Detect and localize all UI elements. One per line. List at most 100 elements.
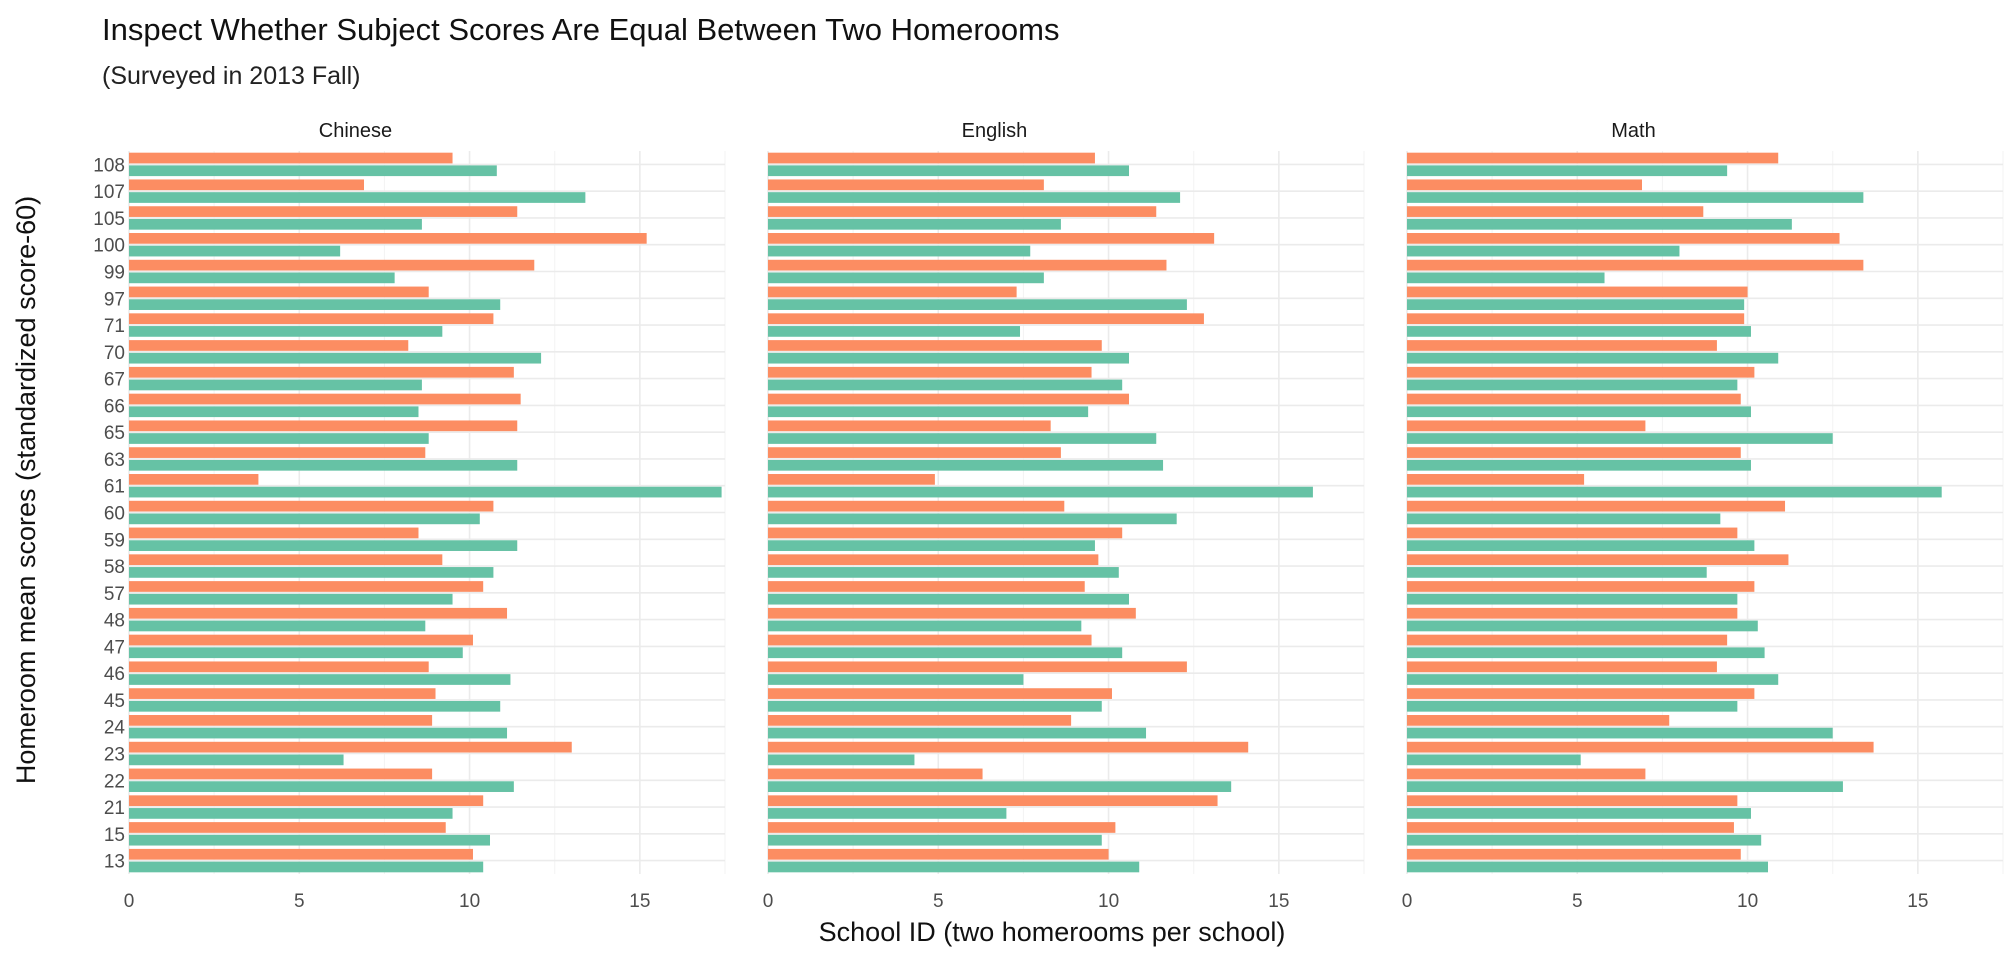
bar [768, 674, 1024, 685]
bar [1407, 727, 1833, 739]
bar [129, 313, 494, 325]
bar [768, 781, 1232, 792]
bar [768, 299, 1187, 310]
bar [768, 165, 1130, 177]
bar [129, 206, 518, 217]
bar [1407, 340, 1717, 351]
bar [129, 245, 341, 257]
bar [129, 459, 518, 471]
y-tick-label: 60 [104, 504, 125, 525]
y-tick-label: 47 [104, 637, 125, 658]
y-tick-label: 97 [104, 289, 125, 310]
bar [129, 272, 395, 284]
bar [129, 674, 511, 685]
bar [1407, 233, 1840, 244]
bar [1407, 406, 1751, 418]
bar [1407, 741, 1874, 753]
bar [129, 352, 542, 364]
bar [1407, 313, 1745, 325]
y-tick-label: 57 [104, 584, 125, 605]
bar [768, 206, 1157, 217]
bar [768, 272, 1044, 284]
bar [129, 393, 521, 405]
bar [129, 661, 429, 673]
bar [1407, 567, 1707, 578]
y-tick-label: 58 [104, 557, 125, 578]
x-tick-label: 0 [763, 891, 774, 912]
x-tick-label: 10 [1098, 891, 1119, 912]
bar [1407, 218, 1792, 230]
bar [1407, 620, 1758, 632]
bar [768, 700, 1102, 712]
bar [129, 218, 422, 230]
bar [768, 379, 1123, 391]
bar [129, 848, 473, 860]
bar [768, 366, 1092, 378]
bar [768, 822, 1116, 833]
y-tick-label: 22 [104, 771, 125, 792]
bar [129, 567, 494, 578]
bar [1407, 795, 1738, 807]
x-tick-label: 5 [294, 891, 305, 912]
bar [768, 433, 1157, 444]
bar [129, 688, 436, 699]
bar [768, 647, 1123, 659]
bar [129, 593, 453, 605]
x-tick-label: 10 [459, 891, 480, 912]
bar [1407, 420, 1646, 432]
bar [1407, 674, 1779, 685]
bar [1407, 700, 1738, 712]
bar [1407, 272, 1605, 284]
bar [768, 286, 1017, 298]
bar [1407, 245, 1680, 257]
bar [129, 607, 508, 619]
x-axis-title: School ID (two homerooms per school) [819, 917, 1286, 947]
bar [129, 768, 433, 780]
x-tick-label: 15 [1268, 891, 1289, 912]
bar [1407, 179, 1642, 191]
bar [1407, 527, 1738, 539]
bar [129, 834, 491, 846]
bar [768, 715, 1072, 726]
bar [768, 406, 1089, 418]
y-tick-label: 46 [104, 664, 125, 685]
bar [129, 152, 453, 164]
bar [1407, 768, 1646, 780]
bar [1407, 848, 1741, 860]
y-tick-label: 65 [104, 423, 125, 444]
y-tick-label: 71 [104, 316, 125, 337]
bar [768, 352, 1130, 364]
bar [768, 527, 1123, 539]
y-tick-label: 59 [104, 530, 125, 551]
bar [1407, 581, 1755, 592]
facet-panels: Chinese 0 5 10 15 English 0 5 10 15 Math 0 5 10 15 108 1… [93, 120, 2004, 912]
bar [1407, 486, 1942, 498]
y-tick-label: 70 [104, 343, 125, 364]
bar [129, 326, 443, 337]
bar [768, 513, 1177, 525]
bar [768, 754, 915, 766]
bar [129, 861, 484, 873]
bar [129, 286, 429, 298]
y-tick-label: 66 [104, 396, 125, 417]
bar [768, 218, 1061, 230]
bar [768, 834, 1102, 846]
x-tick-label: 5 [1572, 891, 1583, 912]
bar [1407, 688, 1755, 699]
bar [768, 554, 1099, 566]
bar [768, 420, 1051, 432]
y-tick-label: 23 [104, 745, 125, 766]
bar [1407, 540, 1755, 551]
bar [1407, 165, 1728, 177]
y-tick-label: 61 [104, 477, 125, 498]
bar [768, 768, 983, 780]
bar [768, 245, 1031, 257]
bar [129, 741, 572, 753]
facet-strip-label: English [962, 120, 1028, 142]
bar [129, 379, 422, 391]
bar [768, 848, 1109, 860]
bar [1407, 781, 1843, 792]
bar [768, 500, 1065, 512]
bar [1407, 822, 1734, 833]
